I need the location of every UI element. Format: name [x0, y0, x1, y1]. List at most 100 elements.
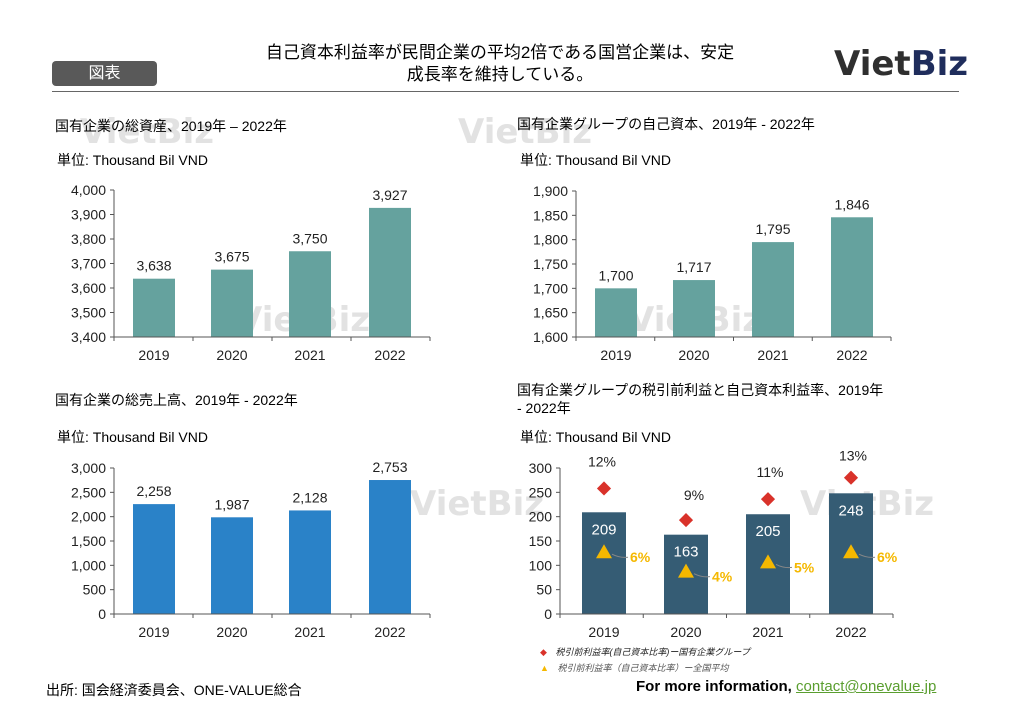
chart-4-bar — [582, 512, 626, 614]
chart-4-y-tick-label: 150 — [529, 533, 553, 549]
chart-2-y-tick-label: 1,750 — [533, 256, 568, 272]
chart-2-data-label: 1,795 — [755, 221, 790, 237]
legend-item-roe-soe: ◆ 税引前利益率(自己資本比率)ー国有企業グループ — [540, 645, 750, 658]
chart-1-data-label: 3,638 — [136, 258, 171, 274]
chart-4-y-tick-label: 250 — [529, 484, 553, 500]
chart-1-y-tick-label: 3,500 — [71, 305, 106, 321]
figure-tag: 図表 — [52, 61, 157, 86]
chart-2-x-tick-label: 2022 — [836, 347, 867, 363]
chart-4-y-tick-label: 300 — [529, 460, 553, 476]
roe-national-label: 5% — [794, 559, 815, 575]
chart-1-y-tick-label: 3,600 — [71, 280, 106, 296]
logo-biz: Biz — [910, 44, 969, 84]
chart-3-data-label: 1,987 — [214, 496, 249, 512]
roe-national-leader — [858, 553, 876, 558]
roe-national-marker — [843, 544, 859, 559]
legend-label: 税引前利益率(自己資本比率)ー国有企業グループ — [555, 647, 750, 657]
chart-2-data-label: 1,717 — [676, 259, 711, 275]
chart-1-y-tick-label: 3,800 — [71, 231, 106, 247]
chart-2-y-tick-label: 1,850 — [533, 207, 568, 223]
contact-email-link[interactable]: contact@onevalue.jp — [796, 678, 937, 695]
chart-2-x-tick-label: 2021 — [757, 347, 788, 363]
roe-soe-marker — [596, 481, 612, 496]
more-info: For more information, contact@onevalue.j… — [636, 678, 936, 695]
chart-2-y-tick-label: 1,600 — [533, 329, 568, 345]
chart-1-x-tick-label: 2021 — [294, 347, 325, 363]
chart-4-x-tick-label: 2019 — [588, 624, 619, 640]
red-diamond-icon: ◆ — [540, 647, 547, 657]
chart-4-unit: 単位: Thousand Bil VND — [520, 429, 671, 445]
chart-2-y-tick-label: 1,900 — [533, 183, 568, 199]
chart-4-y-tick-label: 200 — [529, 509, 553, 525]
chart-4-data-label: 163 — [673, 544, 698, 561]
chart-3-bar — [289, 510, 331, 614]
roe-national-leader — [611, 553, 629, 558]
roe-soe-marker — [843, 470, 859, 485]
chart-1-x-tick-label: 2019 — [138, 347, 169, 363]
roe-soe-label: 11% — [757, 464, 784, 480]
chart-4-x-tick-label: 2022 — [835, 624, 866, 640]
chart-3-y-tick-label: 0 — [98, 606, 106, 622]
chart-1-y-tick-label: 3,700 — [71, 256, 106, 272]
chart-1-bar — [211, 269, 253, 337]
chart-3-x-tick-label: 2021 — [294, 624, 325, 640]
chart-4-y-tick-label: 50 — [536, 582, 552, 598]
chart-3-x-tick-label: 2019 — [138, 624, 169, 640]
chart-3-data-label: 2,128 — [292, 489, 327, 505]
chart-2-bar — [673, 280, 715, 337]
chart-2-bar — [752, 242, 794, 337]
chart-4-title-line-2: - 2022年 — [517, 400, 571, 416]
roe-national-leader — [693, 573, 711, 578]
chart-4-y-tick-label: 0 — [544, 606, 552, 622]
chart-4-data-label: 209 — [591, 521, 616, 538]
roe-national-leader — [775, 563, 793, 569]
chart-1-bar — [369, 207, 411, 337]
chart-3-unit: 単位: Thousand Bil VND — [57, 429, 208, 445]
chart-3-data-label: 2,258 — [136, 483, 171, 499]
chart-4-x-tick-label: 2020 — [670, 624, 701, 640]
chart-4-data-label: 248 — [838, 502, 863, 519]
chart-3-y-tick-label: 2,000 — [71, 509, 106, 525]
chart-2-bar — [595, 288, 637, 337]
header-divider — [52, 91, 959, 92]
chart-1-unit: 単位: Thousand Bil VND — [57, 152, 208, 168]
roe-soe-label: 13% — [839, 448, 867, 464]
source-note: 出所: 国会経済委員会、ONE-VALUE総合 — [46, 682, 302, 698]
chart-3-y-tick-label: 1,500 — [71, 533, 106, 549]
chart-1-y-tick-label: 3,900 — [71, 207, 106, 223]
chart-3-y-tick-label: 1,000 — [71, 557, 106, 573]
watermark: VietBiz — [410, 484, 545, 524]
chart-2-y-tick-label: 1,800 — [533, 232, 568, 248]
roe-national-label: 6% — [630, 549, 651, 565]
roe-national-marker — [760, 554, 776, 569]
roe-national-marker — [596, 544, 612, 559]
watermark: VietBiz — [80, 112, 215, 152]
more-info-text: For more information, — [636, 678, 797, 695]
chart-1-x-tick-label: 2022 — [374, 347, 405, 363]
chart-1-bar — [289, 251, 331, 337]
chart-1-title: 国有企業の総資産、2019年 – 2022年 — [55, 118, 287, 134]
chart-2-x-tick-label: 2020 — [678, 347, 709, 363]
chart-1-data-label: 3,675 — [214, 249, 249, 265]
chart-3-bar — [133, 504, 175, 614]
chart-2-x-tick-label: 2019 — [600, 347, 631, 363]
chart-4-data-label: 205 — [755, 523, 780, 540]
chart-2-y-tick-label: 1,700 — [533, 280, 568, 296]
chart-3-y-tick-label: 500 — [83, 582, 107, 598]
chart-2-y-tick-label: 1,650 — [533, 305, 568, 321]
chart-3-title: 国有企業の総売上高、2019年 - 2022年 — [55, 392, 298, 408]
chart-2-data-label: 1,846 — [834, 196, 869, 212]
watermark: VietBiz — [458, 112, 593, 152]
chart-2-data-label: 1,700 — [598, 267, 633, 283]
chart-4-title-line-1: 国有企業グループの税引前利益と自己資本利益率、2019年 — [517, 382, 884, 398]
roe-national-label: 6% — [877, 549, 898, 565]
chart-3-y-tick-label: 3,000 — [71, 460, 106, 476]
chart-2-bar — [831, 217, 873, 337]
chart-2-title: 国有企業グループの自己資本、2019年 - 2022年 — [517, 116, 815, 132]
logo-viet: Viet — [834, 44, 911, 84]
chart-2-unit: 単位: Thousand Bil VND — [520, 152, 671, 168]
yellow-triangle-icon: ▲ — [540, 663, 549, 673]
chart-3-data-label: 2,753 — [372, 459, 407, 475]
legend-label: 税引前利益率（自己資本比率）ー全国平均 — [557, 663, 729, 673]
